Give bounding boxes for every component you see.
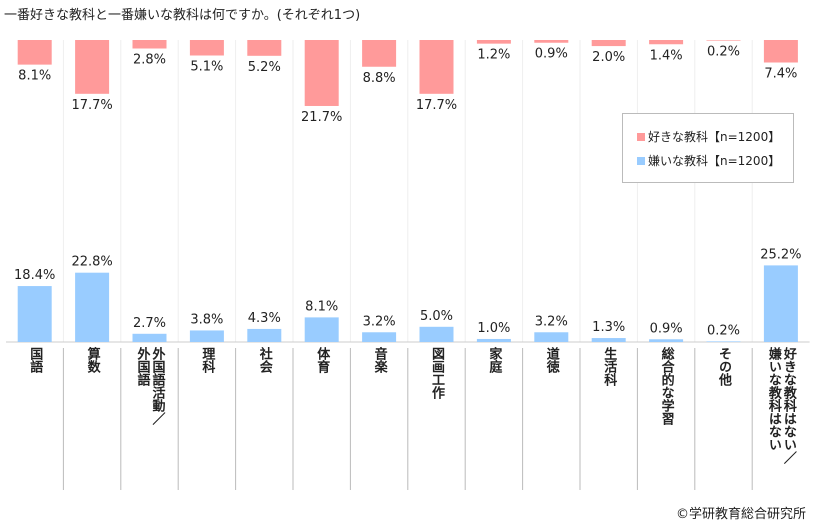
category-label: 社会 — [256, 347, 272, 373]
bar-like — [362, 40, 397, 67]
bar-dislike — [17, 286, 52, 342]
bar-like — [706, 40, 741, 41]
data-label-like: 1.2% — [477, 48, 510, 63]
data-label-like: 8.8% — [363, 71, 396, 86]
data-label-dislike: 3.2% — [363, 314, 396, 329]
bar-like — [419, 40, 454, 94]
bar-like — [476, 40, 511, 44]
category-label: その他 — [716, 347, 731, 386]
bar-like — [763, 40, 798, 63]
category-label: 好きな教科はない／ 嫌いな教科はない — [765, 347, 796, 464]
category-label: 図画工作 — [429, 347, 444, 399]
category-label: 体育 — [314, 347, 330, 373]
bar-like — [17, 40, 52, 65]
data-label-like: 17.7% — [71, 98, 112, 113]
category-label: 音楽 — [371, 347, 387, 373]
data-label-like: 7.4% — [764, 66, 797, 81]
category-label: 家庭 — [486, 347, 502, 373]
legend-swatch-dislike — [637, 156, 645, 165]
bar-like — [247, 40, 282, 56]
bar-like — [132, 40, 167, 49]
data-label-like: 0.2% — [707, 45, 740, 60]
data-label-like: 1.4% — [650, 48, 683, 63]
data-label-dislike: 0.9% — [650, 321, 683, 336]
bar-dislike — [132, 333, 167, 342]
data-label-dislike: 22.8% — [71, 255, 112, 270]
data-label-like: 8.1% — [18, 69, 51, 84]
data-label-like: 2.0% — [592, 50, 625, 65]
bar-dislike — [189, 330, 224, 342]
data-label-like: 2.8% — [133, 53, 166, 68]
legend-label-dislike: 嫌いな教科【n=1200】 — [648, 154, 781, 168]
data-label-like: 0.9% — [535, 47, 568, 62]
bar-like — [189, 40, 224, 56]
bar-dislike — [763, 265, 798, 342]
bar-dislike — [247, 328, 282, 342]
data-label-dislike: 4.3% — [248, 311, 281, 326]
bar-dislike — [75, 272, 110, 342]
legend-swatch-like — [637, 132, 645, 141]
data-label-dislike: 1.0% — [477, 321, 510, 336]
legend-item-dislike: 嫌いな教科【n=1200】 — [637, 152, 780, 169]
bar-like — [75, 40, 110, 94]
category-label: 理科 — [199, 347, 215, 373]
bar-dislike — [419, 326, 454, 342]
data-label-like: 5.1% — [190, 60, 223, 75]
legend-item-like: 好きな教科【n=1200】 — [637, 128, 780, 145]
bar-like — [534, 40, 569, 43]
data-label-dislike: 8.1% — [305, 299, 338, 314]
data-label-dislike: 2.7% — [133, 316, 166, 331]
category-label: 外国語活動／ 外国語 — [134, 347, 165, 425]
bar-like — [591, 40, 626, 47]
data-label-dislike: 1.3% — [592, 320, 625, 335]
bar-dislike — [304, 317, 339, 342]
bar-dislike — [534, 332, 569, 342]
data-label-dislike: 3.2% — [535, 314, 568, 329]
data-label-like: 21.7% — [301, 110, 342, 125]
copyright-credit: ©学研教育総合研究所 — [675, 507, 806, 522]
chart-title: 一番好きな教科と一番嫌いな教科は何ですか。(それぞれ1つ) — [4, 8, 361, 23]
category-label: 算数 — [84, 347, 100, 373]
category-label: 国語 — [27, 347, 43, 373]
data-label-dislike: 5.0% — [420, 309, 453, 324]
bar-dislike — [591, 338, 626, 342]
data-label-like: 17.7% — [416, 98, 457, 113]
category-label: 総合的な学習 — [658, 347, 674, 425]
bar-like — [649, 40, 684, 45]
bar-like — [304, 40, 339, 106]
bar-dislike — [706, 341, 741, 342]
bar-dislike — [362, 332, 397, 342]
bar-dislike — [649, 339, 684, 342]
data-label-dislike: 0.2% — [707, 323, 740, 338]
category-label: 生活科 — [601, 347, 617, 386]
data-label-dislike: 25.2% — [760, 247, 801, 262]
bar-dislike — [476, 338, 511, 342]
data-label-dislike: 3.8% — [190, 312, 223, 327]
data-label-like: 5.2% — [248, 60, 281, 75]
data-label-dislike: 18.4% — [14, 268, 55, 283]
legend: 好きな教科【n=1200】 嫌いな教科【n=1200】 — [622, 113, 794, 183]
category-label: 道徳 — [543, 347, 559, 373]
legend-label-like: 好きな教科【n=1200】 — [648, 130, 781, 144]
